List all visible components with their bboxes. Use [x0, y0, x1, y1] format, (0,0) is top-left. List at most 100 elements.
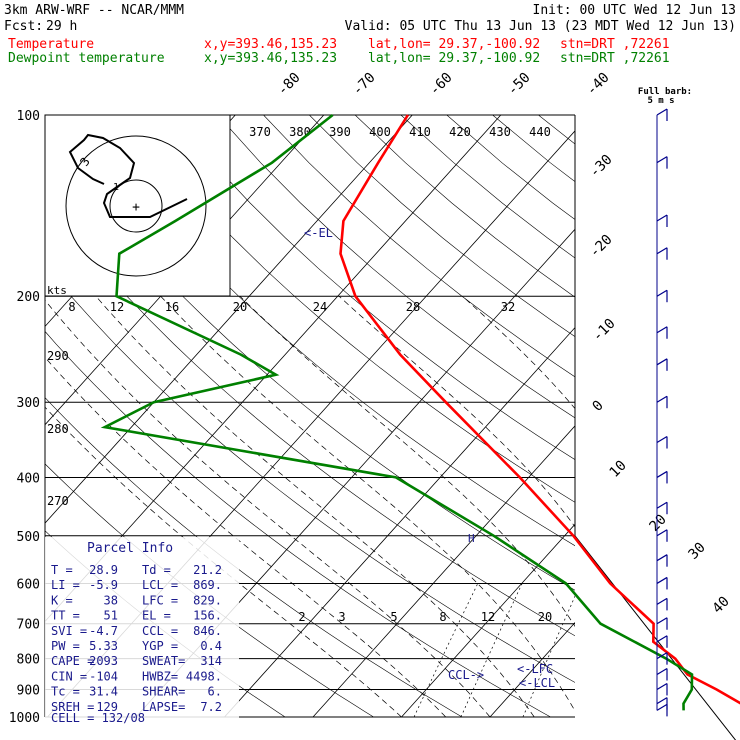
mixing-ratio-line — [460, 583, 523, 718]
mixing-ratio-label: 12 — [481, 610, 495, 624]
isotherm-line — [579, 115, 740, 717]
parcel-info-value: SHEAR= — [142, 685, 185, 699]
wind-barb-shaft — [656, 395, 668, 403]
mixing-ratio-label: 20 — [538, 610, 552, 624]
wind-barb — [656, 576, 668, 590]
wind-barb-shaft — [656, 470, 668, 478]
isotherm-line — [489, 621, 575, 718]
wind-barb — [656, 289, 668, 303]
legend-dewpoint: Dewpoint temperature — [8, 51, 165, 66]
parcel-info-value: Tc = — [51, 685, 80, 699]
isotherm-tick-label: 0 — [590, 398, 607, 415]
wind-barb — [656, 652, 668, 665]
wind-barb — [656, 554, 668, 567]
wind-barb — [656, 247, 668, 260]
wind-barb-shaft — [656, 214, 668, 222]
parcel-info-value: 829. — [193, 593, 222, 607]
parcel-info-value: 6. — [208, 685, 222, 699]
theta-label: 380 — [289, 125, 311, 139]
isotherm-tick-label: 10 — [607, 458, 630, 481]
wind-barb-shaft — [656, 156, 668, 164]
isotherm-line — [401, 523, 575, 718]
isotherm-tick-label: -70 — [350, 70, 379, 99]
wind-barb-shaft — [656, 326, 668, 334]
theta-side-label: 280 — [47, 422, 69, 436]
isotherm-line — [312, 425, 575, 718]
hodograph-units: kts — [47, 284, 67, 297]
isotherm-line — [45, 115, 413, 524]
moist-adiabat — [338, 295, 575, 528]
wind-barb — [656, 682, 668, 696]
wind-barb — [656, 156, 668, 169]
dry-adiabat — [45, 129, 575, 591]
speed-label: 8 — [68, 300, 75, 314]
pressure-tick-label: 400 — [17, 471, 40, 486]
wind-barb-shaft — [656, 289, 668, 297]
wind-barb-shaft — [656, 635, 668, 643]
dewpoint-profile — [100, 113, 694, 711]
wind-barb-shaft — [656, 697, 668, 705]
legend-dew-xy: x,y=393.46,135.23 — [204, 51, 337, 66]
parcel-info-value: 0.4 — [200, 639, 222, 653]
theta-label: 400 — [369, 125, 391, 139]
pressure-tick-label: 500 — [17, 530, 40, 545]
wind-barb — [656, 436, 668, 449]
isotherm-tick-label: -20 — [587, 232, 616, 261]
valid-time: Valid: 05 UTC Thu 13 Jun 13 (23 MDT Wed … — [345, 19, 736, 34]
wind-barb-shaft — [656, 667, 668, 676]
parcel-info-value: CCL = — [142, 624, 178, 638]
parcel-info-value: 869. — [193, 578, 222, 592]
parcel-info-value: CIN = — [51, 669, 87, 683]
parcel-info-value: SREH = — [51, 700, 94, 714]
parcel-info-value: YGP = — [142, 639, 178, 653]
theta-label: 370 — [249, 125, 271, 139]
mixing-ratio-label: 8 — [439, 610, 446, 624]
parcel-info-value: PW = — [51, 639, 80, 653]
theta-label: 410 — [409, 125, 431, 139]
speed-label: 24 — [313, 300, 327, 314]
isotherm-tick-label: -10 — [590, 316, 619, 345]
dry-adiabat — [400, 115, 575, 259]
dry-adiabat — [446, 115, 575, 220]
parcel-info-value: 28.9 — [89, 563, 118, 577]
mixing-ratio-label: 5 — [390, 610, 397, 624]
wind-barb-shaft — [656, 617, 668, 625]
forecast-label: Fcst: — [4, 19, 43, 34]
wind-barb-shaft — [656, 576, 668, 584]
wind-barb-shaft — [656, 501, 668, 509]
isotherm-line — [224, 326, 575, 718]
pressure-tick-label: 100 — [17, 109, 40, 124]
parcel-info-value: EL = — [142, 609, 171, 623]
wind-barb — [656, 617, 668, 630]
parcel-info-value: 7.2 — [200, 700, 222, 714]
wind-barb — [656, 358, 668, 371]
pressure-tick-label: 300 — [17, 396, 40, 411]
parcel-info-value: 314 — [200, 654, 222, 668]
barb-legend-line2: 5 m s — [647, 96, 674, 106]
lcl-marker: <-LCL — [519, 676, 555, 690]
parcel-info-value: 2093 — [89, 654, 118, 668]
dry-adiabat — [354, 115, 575, 298]
isotherm-tick-label: -60 — [427, 70, 456, 99]
parcel-info-value: 38 — [104, 593, 118, 607]
theta-label: 390 — [329, 125, 351, 139]
dry-adiabat — [309, 115, 575, 337]
parcel-info-value: SVI = — [51, 624, 87, 638]
wind-barb — [656, 635, 668, 648]
mixing-ratio-line — [522, 595, 575, 718]
mixing-ratio-line — [583, 583, 637, 717]
wind-barb — [656, 501, 668, 515]
parcel-info-value: 846. — [193, 624, 222, 638]
dry-adiabat — [45, 197, 575, 637]
parcel-info-value: LI = — [51, 578, 80, 592]
model-title: 3km ARW-WRF -- NCAR/MMM — [4, 3, 184, 18]
dry-adiabat — [45, 264, 575, 683]
legend-temp-latlon: lat,lon= 29.37,-100.92 — [368, 37, 540, 52]
parcel-info-value: LFC = — [142, 593, 178, 607]
parcel-info-title: Parcel Info — [87, 541, 173, 556]
parcel-info-value: 5.33 — [89, 639, 118, 653]
dry-adiabat — [80, 115, 575, 547]
init-time: Init: 00 UTC Wed 12 Jun 13 — [533, 3, 737, 18]
wind-barbs — [656, 108, 668, 717]
lfc-marker: <-LFC — [517, 662, 553, 676]
